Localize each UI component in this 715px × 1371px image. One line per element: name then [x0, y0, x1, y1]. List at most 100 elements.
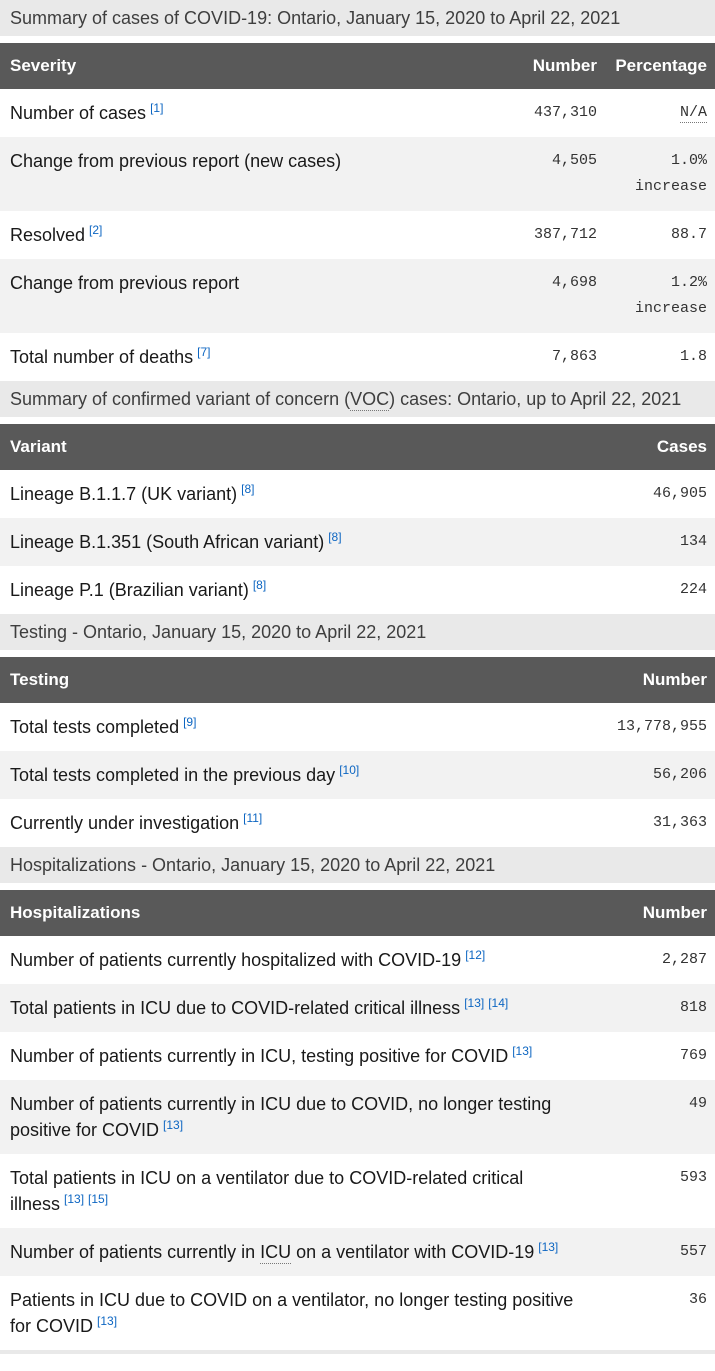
table-row: Total tests completed [9] 13,778,955 — [0, 703, 715, 751]
column-header-testing: Testing — [10, 670, 70, 689]
footnote-ref-13[interactable]: [13] — [512, 1044, 533, 1058]
table-row: Resolved [2] 387,712 88.7 — [0, 211, 715, 259]
row-label: Patients in ICU due to COVID on a ventil… — [10, 1290, 574, 1336]
hospitalizations-caption: Hospitalizations - Ontario, January 15, … — [0, 847, 715, 883]
table-row: Lineage B.1.1.7 (UK variant) [8] 46,905 — [0, 470, 715, 518]
number-cell: 46,905 — [652, 485, 707, 502]
row-label: Number of patients currently in ICU due … — [10, 1094, 552, 1140]
footnote-ref-13[interactable]: [13] — [64, 1192, 85, 1206]
column-header-severity: Severity — [10, 56, 77, 75]
variants-header: Variant Cases — [0, 424, 715, 470]
variants-table: Summary of confirmed variant of concern … — [0, 381, 715, 614]
cases-summary-caption: Summary of cases of COVID-19: Ontario, J… — [0, 0, 715, 36]
row-label: Change from previous report (new cases) — [10, 151, 342, 171]
percentage-cell: 1.2% increase — [634, 274, 707, 317]
footnote-ref-1[interactable]: [1] — [150, 101, 164, 115]
column-header-number: Number — [642, 670, 707, 689]
percentage-cell: 1.8 — [679, 348, 707, 365]
number-cell: 557 — [679, 1243, 707, 1260]
column-header-hospitalizations: Hospitalizations — [10, 903, 141, 922]
table-row: Lineage P.1 (Brazilian variant) [8] 224 — [0, 566, 715, 614]
footnote-ref-9[interactable]: [9] — [183, 715, 197, 729]
number-cell: 437,310 — [533, 104, 597, 121]
footnote-ref-10[interactable]: [10] — [339, 763, 360, 777]
footnote-ref-14[interactable]: [14] — [488, 996, 509, 1010]
row-label: Lineage P.1 (Brazilian variant) [8] — [10, 578, 267, 600]
table-row: Total tests completed in the previous da… — [0, 751, 715, 799]
variants-caption: Summary of confirmed variant of concern … — [0, 381, 715, 417]
table-row: Total patients in ICU on a ventilator du… — [0, 1154, 715, 1228]
percentage-cell: 88.7 — [670, 226, 707, 243]
column-header-number: Number — [532, 56, 597, 75]
footnote-ref-2[interactable]: [2] — [89, 223, 103, 237]
voc-abbr: VOC — [350, 389, 390, 411]
column-header-variant: Variant — [10, 437, 67, 456]
row-label: Total patients in ICU on a ventilator du… — [10, 1168, 524, 1214]
testing-caption: Testing - Ontario, January 15, 2020 to A… — [0, 614, 715, 650]
table-row: Number of patients currently hospitalize… — [0, 936, 715, 984]
row-label: Total patients in ICU due to COVID-relat… — [10, 996, 509, 1018]
number-cell: 49 — [688, 1095, 707, 1112]
footnote-ref-8[interactable]: [8] — [241, 482, 255, 496]
row-label: Change from previous report — [10, 273, 240, 293]
footnote-ref-11[interactable]: [11] — [243, 811, 263, 825]
percentage-cell: N/A — [597, 100, 707, 126]
footnote-ref-13[interactable]: [13] — [97, 1314, 118, 1328]
table-row: Change from previous report (new cases) … — [0, 137, 715, 211]
row-label: Number of patients currently in ICU, tes… — [10, 1044, 533, 1066]
row-label: Total tests completed [9] — [10, 715, 197, 737]
cases-summary-table: Summary of cases of COVID-19: Ontario, J… — [0, 0, 715, 381]
testing-header: Testing Number — [0, 657, 715, 703]
number-cell: 818 — [679, 999, 707, 1016]
hospitalizations-table: Hospitalizations - Ontario, January 15, … — [0, 847, 715, 1350]
footnote-ref-8[interactable]: [8] — [328, 530, 342, 544]
number-cell: 13,778,955 — [616, 718, 707, 735]
footnote-ref-7[interactable]: [7] — [197, 345, 211, 359]
footnote-ref-13[interactable]: [13] — [538, 1240, 559, 1254]
number-cell: 387,712 — [533, 226, 597, 243]
table-row: Number of cases [1] 437,310 N/A — [0, 89, 715, 137]
table-row: Total number of deaths [7] 7,863 1.8 — [0, 333, 715, 381]
footnote-ref-12[interactable]: [12] — [465, 948, 486, 962]
table-row: Total patients in ICU due to COVID-relat… — [0, 984, 715, 1032]
testing-table: Testing - Ontario, January 15, 2020 to A… — [0, 614, 715, 847]
footnote-ref-15[interactable]: [15] — [88, 1192, 109, 1206]
hospitalizations-header: Hospitalizations Number — [0, 890, 715, 936]
table-row: Number of patients currently in ICU, tes… — [0, 1032, 715, 1080]
number-cell: 224 — [679, 581, 707, 598]
next-section-caption-partial — [0, 1350, 715, 1354]
footnote-ref-13[interactable]: [13] — [464, 996, 485, 1010]
row-label: Total number of deaths [7] — [10, 345, 211, 367]
number-cell: 7,863 — [551, 348, 597, 365]
row-label: Lineage B.1.1.7 (UK variant) [8] — [10, 482, 255, 504]
number-cell: 56,206 — [652, 766, 707, 783]
table-row: Number of patients currently in ICU due … — [0, 1080, 715, 1154]
icu-abbr: ICU — [260, 1242, 292, 1264]
footnote-ref-13[interactable]: [13] — [163, 1118, 184, 1132]
row-label: Resolved [2] — [10, 223, 103, 245]
row-label: Number of cases [1] — [10, 101, 164, 123]
number-cell: 769 — [679, 1047, 707, 1064]
cases-summary-header: Severity Number Percentage — [0, 43, 715, 89]
row-label: Number of patients currently in ICU on a… — [10, 1240, 559, 1264]
row-label: Lineage B.1.351 (South African variant)[… — [10, 530, 342, 552]
number-cell: 593 — [679, 1169, 707, 1186]
column-header-number: Number — [642, 903, 707, 922]
table-row: Lineage B.1.351 (South African variant)[… — [0, 518, 715, 566]
number-cell: 2,287 — [661, 951, 707, 968]
footnote-ref-8[interactable]: [8] — [252, 578, 267, 592]
table-row: Change from previous report 4,698 1.2% in… — [0, 259, 715, 333]
column-header-cases: Cases — [656, 437, 707, 456]
na-abbr: N/A — [679, 104, 707, 123]
number-cell: 4,505 — [551, 152, 597, 169]
table-row: Number of patients currently in ICU on a… — [0, 1228, 715, 1276]
number-cell: 134 — [679, 533, 707, 550]
number-cell: 4,698 — [551, 274, 597, 291]
table-row: Patients in ICU due to COVID on a ventil… — [0, 1276, 715, 1350]
row-label: Total tests completed in the previous da… — [10, 763, 360, 785]
number-cell: 36 — [688, 1291, 707, 1308]
percentage-cell: 1.0% increase — [634, 152, 707, 195]
row-label: Currently under investigation [11] — [10, 811, 263, 833]
table-row: Currently under investigation [11] 31,363 — [0, 799, 715, 847]
number-cell: 31,363 — [652, 814, 707, 831]
